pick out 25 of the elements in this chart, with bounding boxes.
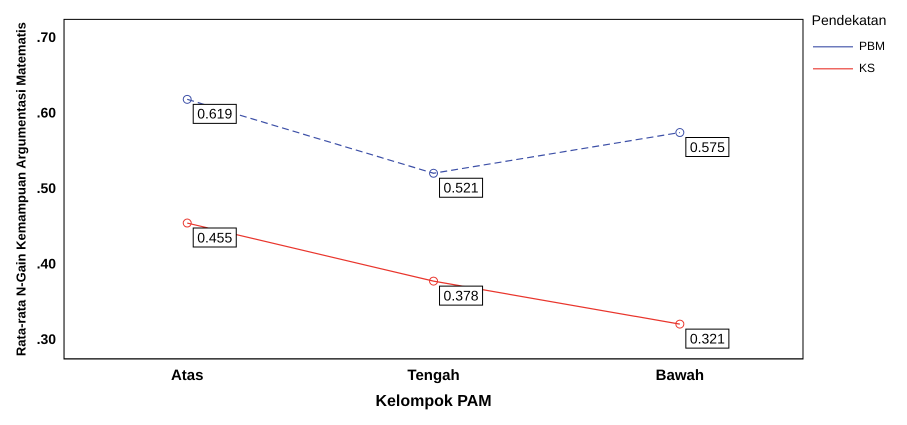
y-tick-label: .70 xyxy=(36,29,56,46)
data-label: 0.619 xyxy=(197,106,232,122)
x-axis-title: Kelompok PAM xyxy=(375,392,492,410)
point xyxy=(429,276,438,286)
legend-label: PBM xyxy=(858,39,886,54)
data-label: 0.455 xyxy=(197,229,232,246)
y-axis-title: Rata-rata N-Gain Kemampuan Argumentasi Matematis xyxy=(13,22,28,356)
point xyxy=(675,128,684,138)
data-label: 0.575 xyxy=(690,138,726,155)
x-tick-label: Bawah xyxy=(656,366,704,384)
point xyxy=(182,218,192,228)
y-tick-label: .30 xyxy=(36,330,56,347)
x-tick-label: Atas xyxy=(170,366,204,384)
y-tick-label: .50 xyxy=(36,180,56,196)
data-label: 0.378 xyxy=(444,287,479,304)
point xyxy=(429,168,438,178)
data-label: 0.321 xyxy=(690,330,726,346)
point xyxy=(675,320,684,329)
y-tick-label: .60 xyxy=(36,104,56,121)
y-tick-label: .40 xyxy=(36,255,56,272)
legend-label: KS xyxy=(858,61,876,76)
point xyxy=(182,94,192,104)
data-label: 0.521 xyxy=(444,180,479,196)
legend-title: Pendekatan xyxy=(812,12,886,28)
x-tick-label: Tengah xyxy=(407,366,460,384)
